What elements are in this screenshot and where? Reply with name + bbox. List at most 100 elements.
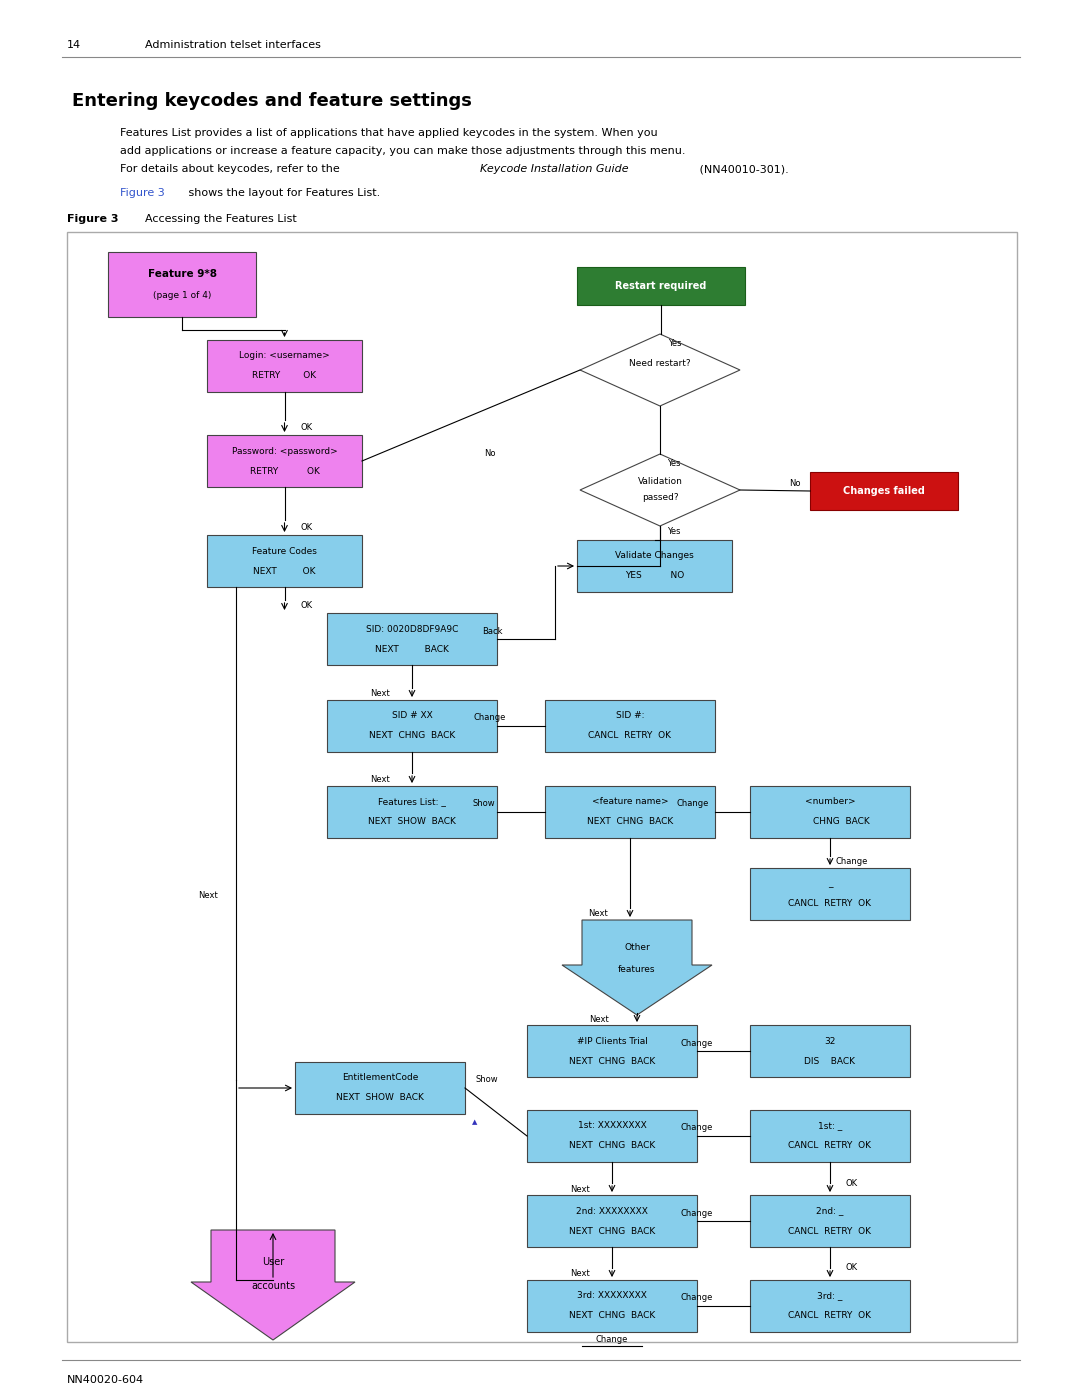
Text: ▲: ▲: [472, 1119, 477, 1125]
Polygon shape: [580, 454, 740, 527]
Bar: [67, 232, 1017, 1343]
Text: CANCL  RETRY  OK: CANCL RETRY OK: [788, 1227, 872, 1235]
Text: YES          NO: YES NO: [625, 571, 684, 581]
Text: _: _: [827, 880, 833, 888]
Text: Yes: Yes: [667, 528, 680, 536]
Text: DIS    BACK: DIS BACK: [805, 1056, 855, 1066]
Text: Change: Change: [596, 1336, 629, 1344]
Text: 32: 32: [824, 1037, 836, 1045]
Bar: [108, 251, 256, 317]
Text: Change: Change: [680, 1038, 713, 1048]
Text: No: No: [484, 448, 496, 457]
Text: features: features: [618, 965, 656, 975]
Text: CANCL  RETRY  OK: CANCL RETRY OK: [788, 900, 872, 908]
Text: NEXT  CHNG  BACK: NEXT CHNG BACK: [569, 1141, 656, 1151]
Bar: [527, 1111, 697, 1162]
Text: Need restart?: Need restart?: [630, 359, 691, 369]
Text: NEXT  CHNG  BACK: NEXT CHNG BACK: [569, 1056, 656, 1066]
Text: Login: <username>: Login: <username>: [239, 352, 329, 360]
Text: 1st: XXXXXXXX: 1st: XXXXXXXX: [578, 1122, 646, 1130]
Text: NEXT  CHNG  BACK: NEXT CHNG BACK: [369, 732, 455, 740]
Text: 3rd: _: 3rd: _: [818, 1291, 842, 1301]
Bar: [207, 339, 362, 393]
Text: Change: Change: [680, 1294, 713, 1302]
Text: Change: Change: [836, 858, 868, 866]
Text: OK: OK: [300, 522, 312, 531]
Text: CANCL  RETRY  OK: CANCL RETRY OK: [589, 732, 672, 740]
Text: Change: Change: [680, 1123, 713, 1133]
Text: Validate Changes: Validate Changes: [616, 552, 693, 560]
Text: CANCL  RETRY  OK: CANCL RETRY OK: [788, 1141, 872, 1151]
Bar: [750, 868, 910, 921]
Text: CANCL  RETRY  OK: CANCL RETRY OK: [788, 1312, 872, 1320]
Bar: [750, 787, 910, 838]
Bar: [545, 787, 715, 838]
Bar: [527, 1194, 697, 1248]
Text: User: User: [261, 1257, 284, 1267]
Text: accounts: accounts: [251, 1281, 295, 1291]
Bar: [577, 267, 745, 305]
Text: add applications or increase a feature capacity, you can make those adjustments : add applications or increase a feature c…: [120, 147, 686, 156]
Text: NEXT  CHNG  BACK: NEXT CHNG BACK: [586, 817, 673, 827]
Text: Show: Show: [473, 799, 496, 809]
Bar: [207, 535, 362, 587]
Bar: [545, 700, 715, 752]
Text: (page 1 of 4): (page 1 of 4): [152, 292, 212, 300]
Text: No: No: [789, 479, 800, 489]
Text: Feature Codes: Feature Codes: [252, 546, 316, 556]
Text: Accessing the Features List: Accessing the Features List: [138, 214, 297, 224]
Text: NEXT  SHOW  BACK: NEXT SHOW BACK: [368, 817, 456, 827]
Text: 2nd: XXXXXXXX: 2nd: XXXXXXXX: [576, 1207, 648, 1215]
Text: Back: Back: [482, 626, 502, 636]
Text: OK: OK: [846, 1179, 859, 1187]
Bar: [750, 1025, 910, 1077]
Text: 1st: _: 1st: _: [818, 1122, 842, 1130]
Bar: [295, 1062, 465, 1113]
Text: Changes failed: Changes failed: [843, 486, 924, 496]
Text: SID #:: SID #:: [616, 711, 645, 721]
Text: NEXT  SHOW  BACK: NEXT SHOW BACK: [336, 1094, 424, 1102]
Text: Figure 3: Figure 3: [120, 189, 165, 198]
Bar: [327, 613, 497, 665]
Text: For details about keycodes, refer to the: For details about keycodes, refer to the: [120, 163, 343, 175]
Text: NEXT  CHNG  BACK: NEXT CHNG BACK: [569, 1312, 656, 1320]
Text: Password: <password>: Password: <password>: [231, 447, 337, 455]
Text: Yes: Yes: [669, 339, 681, 348]
Text: Change: Change: [677, 799, 710, 809]
Text: Features List: _: Features List: _: [378, 798, 446, 806]
Text: Next: Next: [570, 1270, 590, 1278]
Bar: [750, 1280, 910, 1331]
Text: Change: Change: [474, 714, 507, 722]
Text: Keycode Installation Guide: Keycode Installation Guide: [480, 163, 629, 175]
Polygon shape: [580, 334, 740, 407]
Text: 3rd: XXXXXXXX: 3rd: XXXXXXXX: [577, 1291, 647, 1301]
Text: Features List provides a list of applications that have applied keycodes in the : Features List provides a list of applica…: [120, 129, 658, 138]
Text: Change: Change: [680, 1208, 713, 1218]
Text: Next: Next: [589, 1016, 609, 1024]
Text: Other: Other: [624, 943, 650, 953]
Text: SID: 0020D8DF9A9C: SID: 0020D8DF9A9C: [366, 624, 458, 633]
Text: passed?: passed?: [642, 493, 678, 503]
Bar: [527, 1025, 697, 1077]
Text: SID # XX: SID # XX: [392, 711, 432, 721]
Text: OK: OK: [300, 602, 312, 610]
Text: Validation: Validation: [637, 478, 683, 486]
Text: (NN40010-301).: (NN40010-301).: [696, 163, 788, 175]
Text: NN40020-604: NN40020-604: [67, 1375, 144, 1384]
Bar: [327, 787, 497, 838]
Text: RETRY        OK: RETRY OK: [253, 372, 316, 380]
Text: RETRY          OK: RETRY OK: [249, 467, 320, 475]
Text: Next: Next: [589, 909, 608, 918]
Text: NEXT  CHNG  BACK: NEXT CHNG BACK: [569, 1227, 656, 1235]
Bar: [327, 700, 497, 752]
Text: Restart required: Restart required: [616, 281, 706, 291]
Text: 2nd: _: 2nd: _: [816, 1207, 843, 1215]
Text: #IP Clients Trial: #IP Clients Trial: [577, 1037, 647, 1045]
Text: EntitlementCode: EntitlementCode: [341, 1073, 418, 1083]
Bar: [527, 1280, 697, 1331]
Bar: [810, 472, 958, 510]
Text: shows the layout for Features List.: shows the layout for Features List.: [185, 189, 380, 198]
Text: Next: Next: [570, 1185, 590, 1193]
Text: 14: 14: [67, 41, 81, 50]
Text: OK: OK: [846, 1263, 859, 1273]
